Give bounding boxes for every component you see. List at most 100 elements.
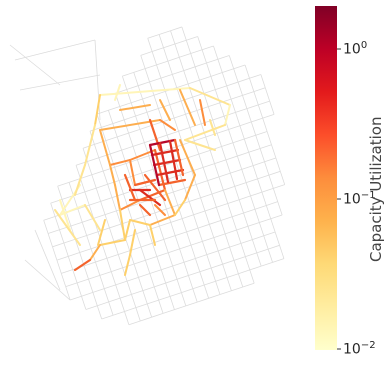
- street: [257, 104, 264, 119]
- street: [270, 218, 276, 233]
- street: [170, 30, 176, 45]
- street: [234, 182, 247, 187]
- street: [56, 255, 69, 261]
- street: [112, 123, 118, 138]
- street: [195, 254, 207, 259]
- street: [207, 106, 214, 121]
- street: [183, 70, 189, 84]
- utilized-street: [114, 84, 121, 101]
- street: [258, 222, 265, 236]
- street: [203, 89, 216, 94]
- utilized-street: [149, 224, 156, 246]
- utilized-street: [124, 254, 131, 276]
- street: [149, 77, 162, 83]
- street: [275, 157, 281, 172]
- street: [206, 58, 219, 64]
- street: [229, 246, 235, 261]
- street: [199, 79, 205, 94]
- street: [197, 223, 210, 229]
- street: [181, 96, 193, 102]
- street: [88, 274, 101, 280]
- street: [112, 311, 125, 316]
- street: [188, 201, 194, 215]
- street: [108, 110, 114, 124]
- utilized-street: [189, 87, 231, 106]
- street: [131, 220, 138, 234]
- utilized-street: [143, 173, 167, 202]
- street: [156, 256, 162, 270]
- utilized-street: [54, 209, 81, 246]
- street: [243, 138, 250, 153]
- street: [209, 224, 215, 238]
- street: [252, 161, 265, 166]
- street: [236, 225, 249, 231]
- street: [271, 144, 277, 159]
- street: [227, 203, 233, 217]
- street: [237, 151, 249, 157]
- street: [235, 112, 241, 126]
- street: [235, 108, 248, 113]
- street: [141, 168, 154, 174]
- street: [259, 144, 272, 149]
- street: [140, 316, 152, 322]
- street: [264, 161, 270, 176]
- street: [244, 64, 250, 79]
- utilized-street: [109, 159, 131, 166]
- street: [272, 188, 279, 202]
- street: [230, 94, 243, 100]
- street: [221, 72, 228, 86]
- street: [162, 117, 175, 123]
- street: [210, 72, 223, 77]
- street: [229, 172, 236, 187]
- street: [81, 296, 87, 310]
- street: [173, 117, 179, 132]
- street: [158, 30, 171, 35]
- utilized-street: [138, 203, 152, 217]
- street: [226, 81, 239, 87]
- street: [76, 282, 82, 297]
- street: [72, 269, 78, 284]
- street: [236, 155, 243, 170]
- street: [61, 199, 67, 213]
- street: [237, 81, 243, 96]
- street: [201, 49, 207, 64]
- utilized-street: [119, 209, 126, 241]
- street: [70, 221, 83, 227]
- street: [100, 201, 106, 215]
- street: [156, 64, 162, 79]
- street: [175, 161, 181, 176]
- street: [119, 294, 132, 299]
- street: [251, 239, 258, 253]
- utilized-street: [155, 168, 185, 177]
- street: [274, 231, 280, 246]
- street: [81, 292, 94, 297]
- street: [132, 216, 144, 221]
- street: [221, 142, 234, 147]
- colorbar-tick-label: 10−1: [343, 190, 376, 208]
- street: [156, 60, 169, 66]
- street: [127, 206, 133, 221]
- street: [227, 199, 240, 204]
- street: [262, 118, 268, 132]
- street: [110, 271, 117, 285]
- street: [168, 174, 181, 180]
- street: [118, 250, 130, 255]
- street: [140, 55, 146, 69]
- utilized-street: [184, 124, 226, 141]
- street: [213, 233, 226, 238]
- street: [166, 208, 172, 223]
- street: [262, 114, 275, 119]
- street: [124, 307, 136, 312]
- street: [196, 180, 208, 185]
- street: [96, 305, 103, 320]
- street: [247, 222, 260, 227]
- street: [176, 83, 189, 89]
- street: [126, 85, 139, 90]
- utilized-street: [114, 184, 121, 211]
- street: [197, 297, 209, 303]
- street: [242, 282, 255, 288]
- street: [92, 288, 105, 293]
- utilized-street: [199, 99, 206, 126]
- street: [249, 78, 255, 92]
- street: [99, 271, 112, 276]
